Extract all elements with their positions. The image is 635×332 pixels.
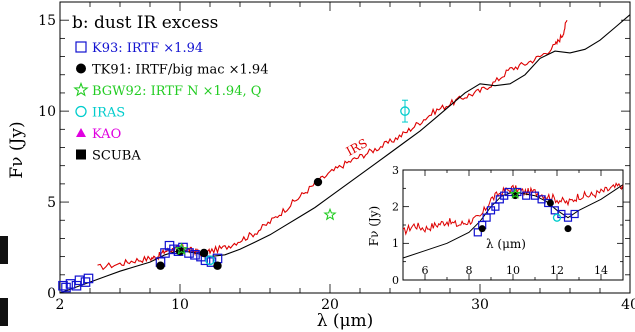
y-tick-label: 10 xyxy=(38,104,56,120)
data-point xyxy=(83,273,94,284)
x-tick-label: 6 xyxy=(422,264,429,277)
x-tick-label: 12 xyxy=(550,264,564,277)
x-tick-label: 2 xyxy=(56,297,65,313)
x-tick-label: 8 xyxy=(466,264,473,277)
y-tick-label: 3 xyxy=(392,164,399,177)
legend-marker xyxy=(76,149,86,160)
data-point xyxy=(473,228,482,237)
data-point xyxy=(199,248,209,258)
chart-title: b: dust IR excess xyxy=(72,13,218,33)
x-tick-label: 30 xyxy=(471,297,489,313)
legend-marker xyxy=(75,41,87,53)
data-point xyxy=(491,202,500,211)
x-tick-label: 20 xyxy=(321,297,339,313)
irs-spectrum-line xyxy=(402,182,624,236)
data-point xyxy=(552,213,562,222)
data-point xyxy=(564,225,572,233)
legend-marker xyxy=(76,63,86,74)
legend-label: BGW92: IRTF N ×1.94, Q xyxy=(92,84,261,99)
inset-x-axis-label: λ (μm) xyxy=(486,237,526,251)
x-tick-label: 14 xyxy=(594,264,608,277)
data-point xyxy=(323,207,337,221)
y-tick-label: 2 xyxy=(392,201,399,214)
data-point xyxy=(190,250,200,260)
y-tick-label: 1 xyxy=(392,237,399,250)
cropped-thumbnail-upper xyxy=(0,236,8,264)
legend-label: K93: IRTF ×1.94 xyxy=(92,41,203,56)
data-point xyxy=(522,191,531,200)
y-tick-label: 0 xyxy=(47,286,56,302)
legend-marker xyxy=(73,81,89,97)
inset-y-axis-label: Fν (Jy) xyxy=(367,206,381,246)
data-point xyxy=(205,255,215,266)
x-tick-label: 10 xyxy=(171,297,189,313)
x-tick-label: 10 xyxy=(506,264,520,277)
legend: K93: IRTF ×1.94 TK91: IRTF/big mac ×1.94 B… xyxy=(73,41,268,164)
data-point xyxy=(313,177,323,187)
data-point xyxy=(509,187,522,199)
data-point xyxy=(156,261,165,270)
y-tick-label: 5 xyxy=(47,195,56,211)
data-point xyxy=(570,209,579,219)
legend-label: IRAS xyxy=(92,106,125,121)
y-axis-label: Fν (Jy) xyxy=(7,121,27,178)
data-point xyxy=(400,106,410,116)
data-point xyxy=(58,280,68,291)
data-point xyxy=(478,225,486,233)
legend-label: KAO xyxy=(92,127,121,142)
legend-label: SCUBA xyxy=(92,149,141,164)
x-tick-label: 40 xyxy=(621,297,635,313)
x-axis-label: λ (μm) xyxy=(317,311,374,331)
legend-label: TK91: IRTF/big mac ×1.94 xyxy=(92,63,268,78)
data-point xyxy=(213,261,222,270)
data-point xyxy=(482,213,491,222)
cropped-thumbnail-lower xyxy=(0,298,8,326)
data-point xyxy=(546,199,554,207)
legend-marker xyxy=(75,105,87,118)
legend-marker xyxy=(76,128,86,137)
y-tick-label: 15 xyxy=(38,13,56,29)
data-point xyxy=(174,242,189,256)
y-tick-label: 0 xyxy=(392,274,399,287)
model-curve xyxy=(59,14,631,294)
